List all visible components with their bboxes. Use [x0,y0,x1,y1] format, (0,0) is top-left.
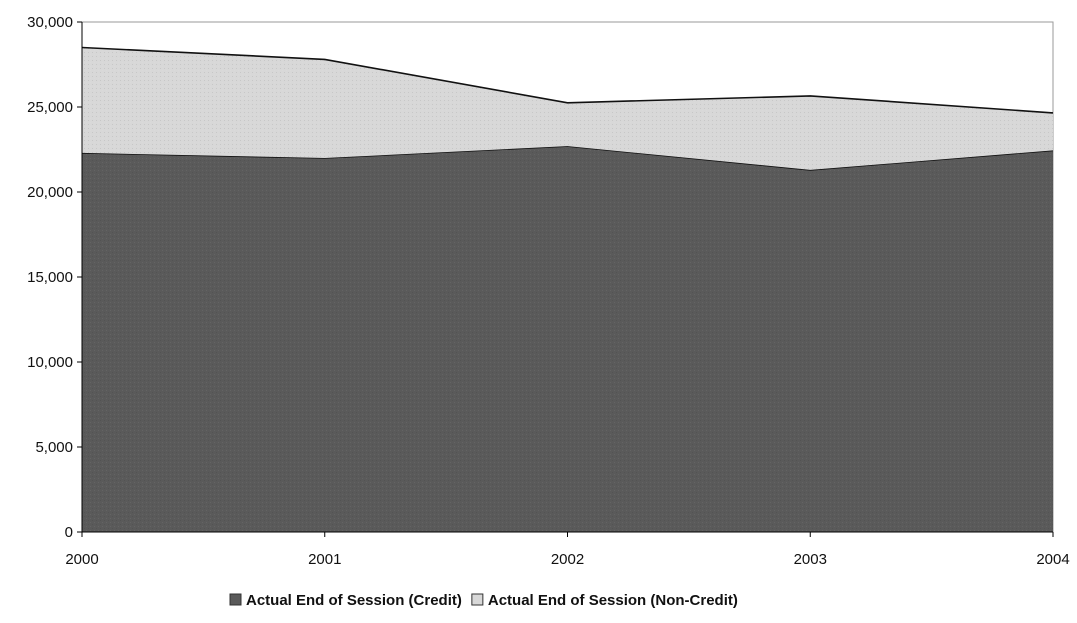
area-texture-non-credit [82,47,1053,170]
areas-layer [81,21,1054,533]
x-tick-label: 2002 [551,551,584,568]
legend: Actual End of Session (Credit) Actual End… [229,592,738,609]
legend-label-non-credit: Actual End of Session (Non-Credit) [488,592,738,609]
legend-label-credit: Actual End of Session (Credit) [246,592,462,609]
x-tick-label: 2004 [1036,551,1069,568]
x-tick-label: 2003 [794,551,827,568]
y-tick-label: 30,000 [27,14,73,31]
y-tick-label: 15,000 [27,269,73,286]
x-tick-label: 2000 [65,551,98,568]
axes-layer [77,21,1054,537]
area-top-line-non-credit [81,46,1054,114]
legend-swatch-non-credit [471,593,484,606]
y-tick-label: 5,000 [35,439,73,456]
x-tick-label: 2001 [308,551,341,568]
y-tick-label: 25,000 [27,99,73,116]
y-tick-label: 0 [65,524,73,541]
tick-labels: 0 5,000 10,000 15,000 20,000 25,000 30,000 2000… [27,14,1070,568]
area-texture-credit [82,146,1053,532]
legend-swatch-credit [229,593,242,606]
y-tick-label: 10,000 [27,354,73,371]
y-tick-label: 20,000 [27,184,73,201]
